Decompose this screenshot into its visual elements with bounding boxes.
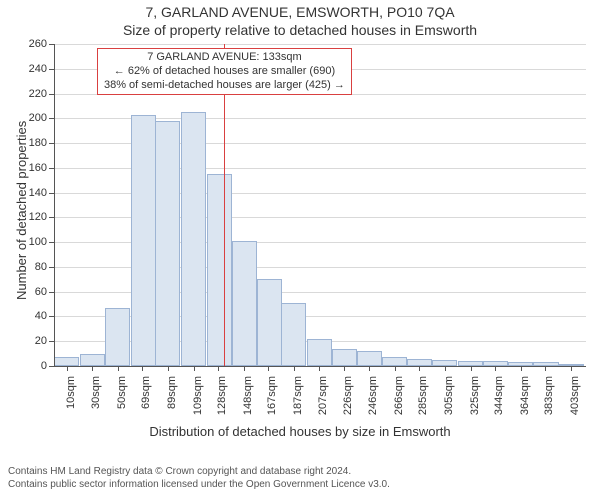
x-tick-mark (67, 366, 68, 371)
page-address-title: 7, GARLAND AVENUE, EMSWORTH, PO10 7QA (0, 4, 600, 20)
x-tick-mark (294, 366, 295, 371)
y-tick-label: 20 (7, 335, 47, 347)
y-tick-label: 40 (7, 310, 47, 322)
footer-line2: Contains public sector information licen… (8, 479, 390, 491)
y-tick-mark (49, 168, 54, 169)
x-tick-label: 50sqm (116, 376, 128, 409)
x-tick-mark (471, 366, 472, 371)
callout-line2: ← 62% of detached houses are smaller (69… (104, 65, 345, 79)
histogram-bar (281, 303, 306, 366)
histogram-bar (232, 241, 257, 366)
x-tick-label: 305sqm (443, 376, 455, 415)
x-tick-mark (419, 366, 420, 371)
histogram-bar (207, 174, 232, 366)
histogram-bar (382, 357, 407, 366)
callout-line3: 38% of semi-detached houses are larger (… (104, 79, 345, 93)
x-tick-label: 344sqm (493, 376, 505, 415)
y-tick-mark (49, 292, 54, 293)
x-tick-mark (395, 366, 396, 371)
y-tick-label: 240 (7, 63, 47, 75)
y-tick-mark (49, 143, 54, 144)
x-tick-label: 226sqm (342, 376, 354, 415)
x-tick-label: 128sqm (216, 376, 228, 415)
x-tick-mark (521, 366, 522, 371)
x-tick-mark (545, 366, 546, 371)
histogram-bar (257, 279, 282, 366)
x-tick-label: 10sqm (65, 376, 77, 409)
callout-line1: 7 GARLAND AVENUE: 133sqm (104, 51, 345, 65)
y-tick-mark (49, 94, 54, 95)
x-tick-label: 325sqm (469, 376, 481, 415)
histogram-bar (54, 357, 79, 366)
y-tick-mark (49, 193, 54, 194)
histogram-bar (407, 359, 432, 366)
y-tick-mark (49, 316, 54, 317)
y-tick-mark (49, 267, 54, 268)
histogram-bar (80, 354, 105, 366)
x-tick-label: 167sqm (266, 376, 278, 415)
x-tick-mark (369, 366, 370, 371)
x-tick-label: 403sqm (569, 376, 581, 415)
histogram-bar (105, 308, 130, 366)
x-tick-label: 148sqm (242, 376, 254, 415)
x-tick-mark (118, 366, 119, 371)
x-tick-mark (168, 366, 169, 371)
x-tick-label: 285sqm (417, 376, 429, 415)
x-axis-label: Distribution of detached houses by size … (0, 424, 600, 439)
x-tick-mark (571, 366, 572, 371)
page-subtitle: Size of property relative to detached ho… (0, 22, 600, 38)
y-tick-mark (49, 341, 54, 342)
x-tick-mark (194, 366, 195, 371)
histogram-bar (131, 115, 156, 366)
x-tick-label: 266sqm (393, 376, 405, 415)
x-tick-label: 187sqm (292, 376, 304, 415)
x-tick-label: 383sqm (543, 376, 555, 415)
property-callout-box: 7 GARLAND AVENUE: 133sqm ← 62% of detach… (97, 48, 352, 95)
x-tick-mark (142, 366, 143, 371)
footer-line1: Contains HM Land Registry data © Crown c… (8, 466, 351, 478)
y-tick-label: 220 (7, 88, 47, 100)
x-tick-mark (445, 366, 446, 371)
x-tick-mark (344, 366, 345, 371)
x-tick-label: 364sqm (519, 376, 531, 415)
histogram-bar (181, 112, 206, 366)
y-gridline (54, 44, 586, 45)
y-tick-mark (49, 366, 54, 367)
x-tick-mark (244, 366, 245, 371)
x-tick-mark (319, 366, 320, 371)
x-tick-mark (92, 366, 93, 371)
histogram-bar (332, 349, 357, 366)
x-tick-mark (268, 366, 269, 371)
y-axis-label: Number of detached properties (14, 121, 29, 300)
y-tick-mark (49, 217, 54, 218)
x-tick-mark (495, 366, 496, 371)
x-tick-label: 30sqm (90, 376, 102, 409)
x-tick-mark (218, 366, 219, 371)
histogram-bar (155, 121, 180, 366)
x-tick-label: 69sqm (140, 376, 152, 409)
y-tick-mark (49, 69, 54, 70)
x-tick-label: 207sqm (317, 376, 329, 415)
y-tick-mark (49, 118, 54, 119)
x-tick-label: 89sqm (166, 376, 178, 409)
y-tick-mark (49, 44, 54, 45)
x-tick-label: 246sqm (367, 376, 379, 415)
x-tick-label: 109sqm (192, 376, 204, 415)
y-tick-mark (49, 242, 54, 243)
histogram-bar (307, 339, 332, 366)
y-axis-line (54, 44, 55, 366)
y-tick-label: 260 (7, 38, 47, 50)
y-tick-label: 0 (7, 360, 47, 372)
histogram-bar (357, 351, 382, 366)
